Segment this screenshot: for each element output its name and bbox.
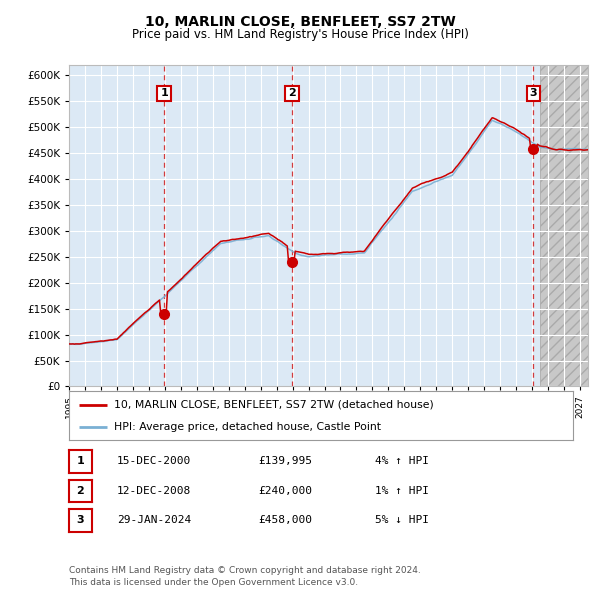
Text: 1% ↑ HPI: 1% ↑ HPI [375,486,429,496]
Text: 15-DEC-2000: 15-DEC-2000 [117,457,191,466]
Text: 1: 1 [77,457,84,466]
Text: 3: 3 [77,516,84,525]
Bar [540,65,588,386]
Text: 10, MARLIN CLOSE, BENFLEET, SS7 2TW (detached house): 10, MARLIN CLOSE, BENFLEET, SS7 2TW (det… [115,399,434,409]
Text: £240,000: £240,000 [258,486,312,496]
Text: Price paid vs. HM Land Registry's House Price Index (HPI): Price paid vs. HM Land Registry's House … [131,28,469,41]
Bar [540,65,588,386]
Text: 2: 2 [288,88,296,99]
Text: £458,000: £458,000 [258,516,312,525]
Text: 10, MARLIN CLOSE, BENFLEET, SS7 2TW: 10, MARLIN CLOSE, BENFLEET, SS7 2TW [145,15,455,29]
Text: Contains HM Land Registry data © Crown copyright and database right 2024.
This d: Contains HM Land Registry data © Crown c… [69,566,421,587]
Text: £139,995: £139,995 [258,457,312,466]
Text: 29-JAN-2024: 29-JAN-2024 [117,516,191,525]
Text: 2: 2 [77,486,84,496]
Text: 12-DEC-2008: 12-DEC-2008 [117,486,191,496]
Text: HPI: Average price, detached house, Castle Point: HPI: Average price, detached house, Cast… [115,422,382,432]
Text: 1: 1 [160,88,168,99]
Text: 3: 3 [530,88,537,99]
Text: 4% ↑ HPI: 4% ↑ HPI [375,457,429,466]
Text: 5% ↓ HPI: 5% ↓ HPI [375,516,429,525]
